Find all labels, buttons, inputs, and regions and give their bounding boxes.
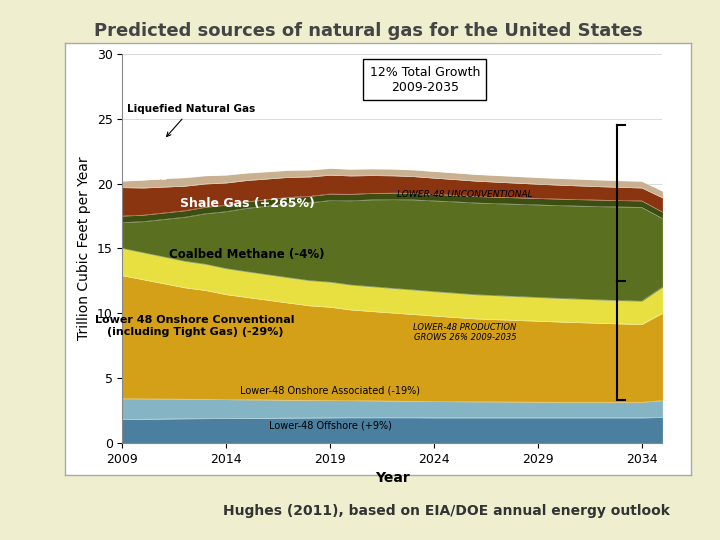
Text: Lower-48 Offshore (+9%): Lower-48 Offshore (+9%) xyxy=(269,421,392,431)
Text: Lower-48 Onshore Associated (-19%): Lower-48 Onshore Associated (-19%) xyxy=(240,386,420,396)
Text: Alaska: Alaska xyxy=(129,166,202,182)
Text: Coalbed Methane (-4%): Coalbed Methane (-4%) xyxy=(169,248,325,261)
Text: Canada Imports: Canada Imports xyxy=(129,150,222,160)
X-axis label: Year: Year xyxy=(375,471,410,485)
Text: 12% Total Growth
2009-2035: 12% Total Growth 2009-2035 xyxy=(369,66,480,93)
Y-axis label: Trillion Cubic Feet per Year: Trillion Cubic Feet per Year xyxy=(77,157,91,340)
Text: Shale Gas (+265%): Shale Gas (+265%) xyxy=(179,197,315,210)
Text: LOWER-48 UNCONVENTIONAL: LOWER-48 UNCONVENTIONAL xyxy=(397,190,533,199)
Text: Liquefied Natural Gas: Liquefied Natural Gas xyxy=(127,104,255,137)
Text: Predicted sources of natural gas for the United States: Predicted sources of natural gas for the… xyxy=(94,22,642,39)
Text: LOWER-48 PRODUCTION
GROWS 26% 2009-2035: LOWER-48 PRODUCTION GROWS 26% 2009-2035 xyxy=(413,323,517,342)
Text: Hughes (2011), based on EIA/DOE annual energy outlook: Hughes (2011), based on EIA/DOE annual e… xyxy=(223,504,670,518)
Text: Lower 48 Onshore Conventional
(including Tight Gas) (-29%): Lower 48 Onshore Conventional (including… xyxy=(95,315,295,337)
